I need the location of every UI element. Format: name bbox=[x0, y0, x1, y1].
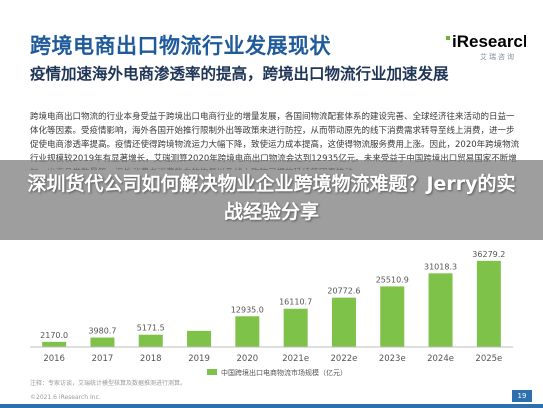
x-tick-2025e: 2025e bbox=[475, 354, 502, 364]
bar-2020 bbox=[235, 316, 260, 347]
slide-subtitle: 疫情加速海外电商渗透率的提高，跨境出口物流行业加速发展 bbox=[30, 65, 449, 83]
value-label-2025e: 36279.2 bbox=[472, 250, 505, 259]
value-label-2016: 2170.0 bbox=[40, 331, 68, 340]
x-tick-2022e: 2022e bbox=[331, 354, 358, 364]
footer-copyright: ©2021.6 iResearch Inc. bbox=[30, 394, 101, 401]
value-label-2021e: 16110.7 bbox=[279, 298, 312, 307]
value-label-2017: 3980.7 bbox=[88, 327, 116, 336]
bar-2021e bbox=[283, 308, 308, 347]
bar-2019 bbox=[187, 330, 212, 347]
x-tick-2021e: 2021e bbox=[282, 354, 309, 364]
bar-2017 bbox=[90, 337, 115, 347]
bar-2016 bbox=[42, 341, 67, 347]
value-label-2024e: 31018.3 bbox=[424, 262, 457, 271]
x-tick-2020: 2020 bbox=[237, 354, 259, 364]
x-tick-2018: 2018 bbox=[140, 354, 162, 364]
report-title: 跨境电商出口物流行业发展现状 bbox=[30, 34, 331, 58]
value-label-2018: 5171.5 bbox=[137, 324, 165, 333]
x-tick-2016: 2016 bbox=[43, 354, 65, 364]
x-tick-2019: 2019 bbox=[188, 354, 210, 364]
bar-chart: 2170.0 3980.7 5171.5 12935.0 16110.7 20772.6 2… bbox=[30, 250, 513, 377]
x-tick-2024e: 2024e bbox=[427, 354, 454, 364]
footer-bar bbox=[0, 404, 543, 408]
banner-headline: 深圳货代公司如何解决物业企业跨境物流难题？Jerry的实战经验分享 bbox=[27, 173, 516, 223]
x-tick-2017: 2017 bbox=[92, 354, 114, 364]
legend-swatch bbox=[207, 369, 217, 375]
overlay-banner bbox=[0, 160, 543, 240]
bar-2024e bbox=[428, 273, 453, 347]
bar-2025e bbox=[476, 260, 501, 347]
logo-subtext: 艾瑞咨询 bbox=[480, 53, 516, 61]
value-label-2022e: 20772.6 bbox=[327, 287, 360, 296]
legend-label: 中国跨境出口电商物流市场规模（亿元） bbox=[221, 368, 347, 377]
logo-icon: iResearch bbox=[446, 32, 533, 51]
x-tick-2023e: 2023e bbox=[379, 354, 406, 364]
x-tick-labels: 2016 2017 2018 2019 2020 2021e 2022e 2023e 2024e… bbox=[43, 354, 502, 364]
footer-note: 注释：专家访谈，艾瑞统计模型核算及数据推测进行测算。 bbox=[30, 380, 187, 387]
bar-2022e bbox=[331, 297, 356, 347]
value-label-2020: 12935.0 bbox=[231, 305, 264, 314]
bar-2018 bbox=[138, 334, 163, 347]
page-number: 19 bbox=[512, 390, 532, 402]
iresearch-logo: iResearch 艾瑞咨询 bbox=[446, 30, 533, 61]
logo-text: iResearch bbox=[452, 32, 526, 51]
value-labels: 2170.0 3980.7 5171.5 12935.0 16110.7 20772.6 2… bbox=[40, 250, 505, 340]
bar-series bbox=[42, 260, 501, 347]
value-label-2023e: 25510.9 bbox=[376, 275, 409, 284]
bar-2023e bbox=[380, 286, 405, 347]
